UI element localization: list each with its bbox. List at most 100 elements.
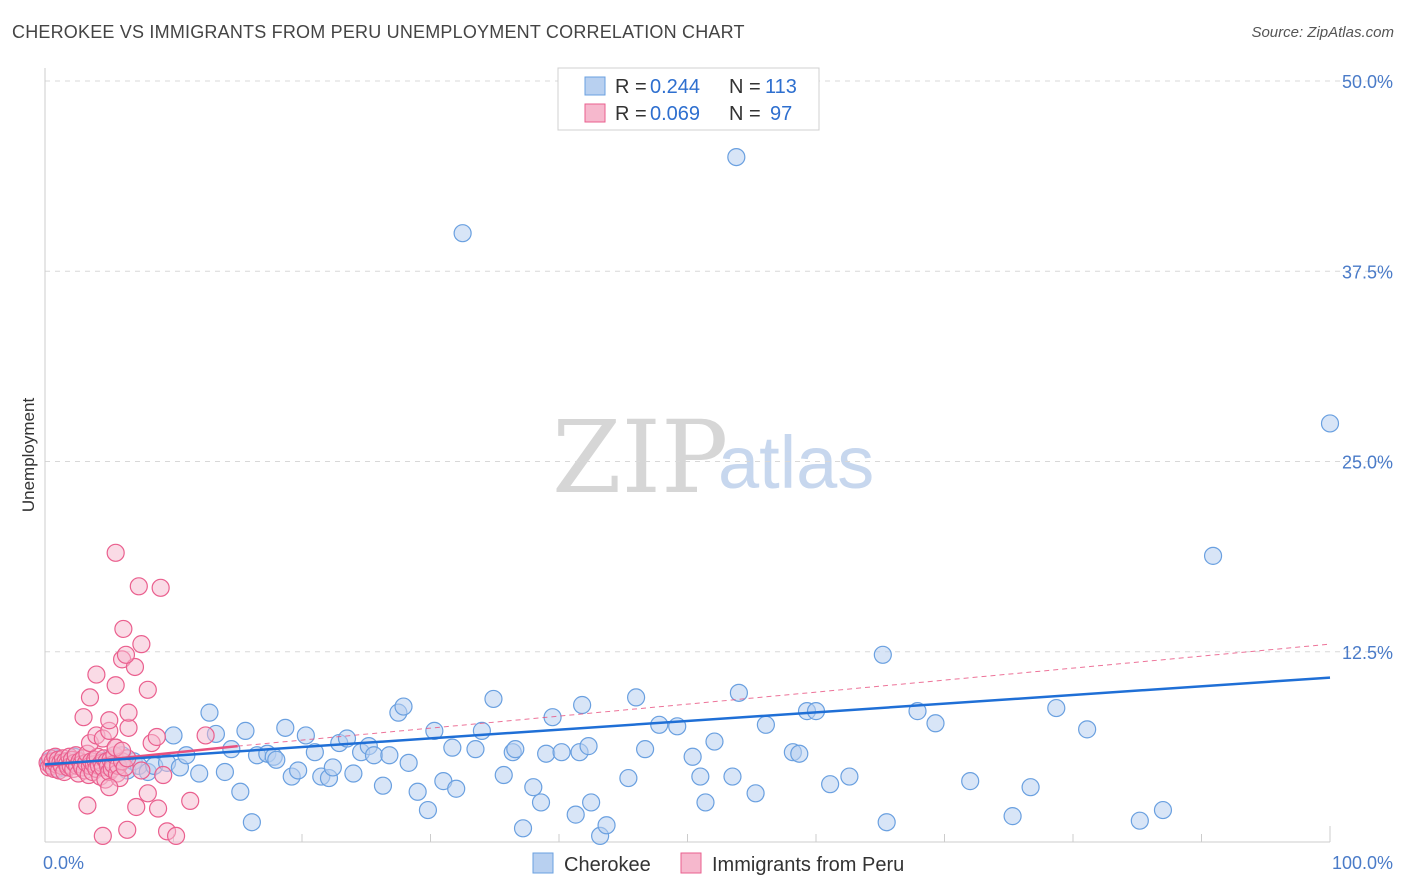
peru-point-74 (125, 657, 145, 677)
legend-r-value-peru: 0.069 (650, 103, 700, 125)
peru-point-80 (114, 619, 133, 639)
peru-point-75 (132, 635, 151, 654)
cherokee-point-40 (305, 743, 324, 762)
source-label: Source: ZipAtlas.com (1251, 24, 1394, 41)
watermark-atlas: atlas (718, 421, 874, 504)
bottom-legend-label-peru: Immigrants from Peru (712, 854, 904, 876)
bottom-legend-swatch-cherokee (532, 852, 554, 874)
cherokee-point-25 (200, 703, 219, 722)
cherokee-point-108 (1047, 698, 1066, 718)
y-tick-label-1: 25.0% (1342, 453, 1393, 473)
cherokee-point-31 (242, 813, 261, 832)
x-tick-label-1: 100.0% (1332, 853, 1393, 873)
peru-point-82 (78, 796, 97, 815)
cherokee-point-55 (408, 782, 427, 801)
cherokee-point-91 (727, 148, 746, 167)
peru-point-77 (106, 543, 125, 562)
peru-point-95 (154, 765, 173, 785)
cherokee-point-93 (746, 784, 765, 803)
cherokee-point-82 (626, 688, 646, 707)
peru-trend-dashed (237, 643, 1331, 747)
tick-labels: 12.5% 25.0% 37.5% 50.0% 0.0% 100.0% (43, 72, 1393, 873)
cherokee-point-92 (729, 683, 749, 702)
cherokee-point-94 (756, 715, 775, 734)
cherokee-point-104 (926, 714, 945, 733)
cherokee-point-70 (531, 793, 551, 812)
cherokee-point-80 (597, 816, 616, 835)
cherokee-point-106 (1003, 807, 1022, 826)
cherokee-point-100 (840, 767, 859, 786)
cherokee-point-86 (683, 747, 702, 766)
peru-point-70 (100, 711, 119, 730)
cherokee-point-30 (236, 721, 255, 740)
cherokee-point-67 (506, 740, 525, 759)
peru-point-96 (196, 726, 215, 745)
peru-point-73 (119, 703, 138, 722)
cherokee-point-74 (566, 805, 585, 824)
y-tick-label-0: 12.5% (1342, 643, 1393, 663)
cherokee-point-76 (573, 695, 592, 715)
peru-point-92 (181, 791, 200, 811)
peru-point-86 (127, 797, 146, 817)
legend-r-label-peru: R = (615, 103, 647, 125)
peru-point-66 (119, 718, 138, 737)
cherokee-point-112 (1203, 546, 1223, 565)
peru-point-83 (93, 826, 112, 846)
peru-point-68 (80, 688, 100, 707)
peru-point-89 (148, 799, 168, 818)
cherokee-point-60 (447, 779, 466, 798)
cherokee-point-88 (696, 793, 715, 812)
cherokee-point-38 (289, 761, 308, 780)
cherokee-point-51 (380, 746, 399, 765)
watermark-zip: ZIP (552, 399, 728, 516)
cherokee-point-59 (443, 738, 462, 757)
cherokee-point-77 (579, 737, 598, 756)
peru-point-78 (129, 577, 148, 596)
cherokee-point-105 (961, 772, 980, 791)
legend-r-value-cherokee: 0.244 (650, 76, 700, 98)
cherokee-point-29 (231, 782, 250, 801)
chart-title: CHEROKEE VS IMMIGRANTS FROM PERU UNEMPLO… (12, 22, 745, 42)
y-tick-label-2: 37.5% (1342, 262, 1393, 282)
cherokee-point-35 (267, 750, 286, 769)
cherokee-point-96 (790, 744, 809, 763)
cherokee-point-102 (877, 813, 896, 832)
legend-n-value-cherokee: 113 (765, 76, 797, 98)
bottom-legend-label-cherokee: Cherokee (564, 854, 651, 876)
peru-point-94 (147, 727, 166, 747)
cherokee-point-83 (635, 740, 655, 759)
peru-point-67 (74, 708, 93, 727)
peru-point-69 (87, 665, 106, 684)
peru-point-79 (151, 578, 170, 597)
cherokee-point-56 (418, 800, 438, 820)
cherokee-point-78 (582, 793, 601, 812)
cherokee-point-99 (821, 775, 840, 794)
cherokee-point-73 (552, 743, 571, 762)
cherokee-point-62 (466, 740, 485, 759)
cherokee-point-87 (691, 767, 710, 786)
legend-n-label-cherokee: N = (729, 76, 761, 98)
cherokee-point-113 (1320, 414, 1340, 433)
cherokee-point-109 (1078, 720, 1097, 739)
cherokee-point-54 (399, 753, 418, 772)
axis-layer (44, 68, 1331, 843)
cherokee-point-46 (344, 764, 363, 783)
cherokee-point-43 (323, 758, 342, 777)
y-tick-label-3: 50.0% (1342, 72, 1393, 92)
cherokee-point-68 (513, 819, 533, 838)
peru-point-91 (166, 826, 186, 846)
peru-point-88 (138, 784, 157, 803)
cherokee-point-24 (190, 764, 209, 783)
cherokee-point-90 (723, 767, 742, 786)
cherokee-point-81 (619, 768, 638, 788)
cherokee-point-39 (296, 726, 315, 745)
peru-point-76 (138, 680, 157, 699)
series-legend: Cherokee Immigrants from Peru (532, 852, 904, 876)
legend-swatch-cherokee (584, 76, 606, 96)
legend-n-label-peru: N = (729, 103, 761, 125)
cherokee-point-27 (215, 762, 234, 782)
cherokee-point-21 (164, 726, 183, 745)
cherokee-point-69 (524, 778, 543, 797)
cherokee-point-65 (494, 765, 513, 785)
